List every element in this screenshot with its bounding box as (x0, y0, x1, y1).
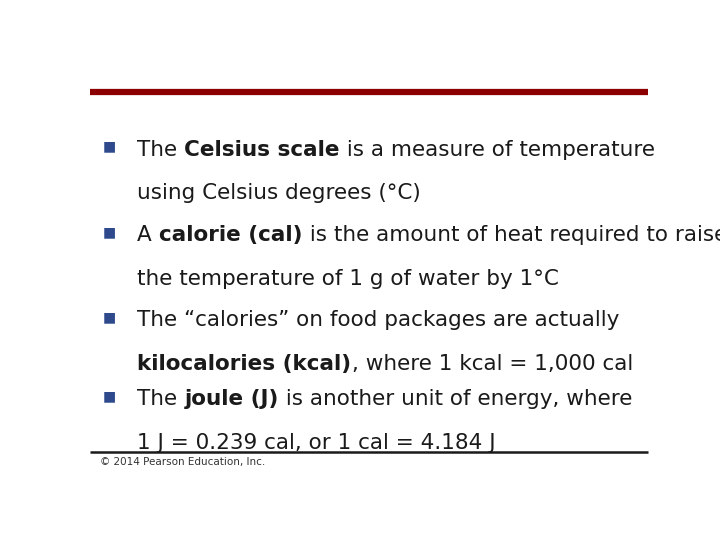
Text: Celsius scale: Celsius scale (184, 140, 340, 160)
Text: A: A (138, 225, 159, 245)
Text: ■: ■ (102, 310, 115, 324)
Text: © 2014 Pearson Education, Inc.: © 2014 Pearson Education, Inc. (100, 457, 265, 467)
Text: is another unit of energy, where: is another unit of energy, where (279, 389, 632, 409)
Text: , where 1 kcal = 1,000 cal: , where 1 kcal = 1,000 cal (351, 354, 633, 374)
Text: ■: ■ (102, 225, 115, 239)
Text: The “calories” on food packages are actually: The “calories” on food packages are actu… (138, 310, 620, 330)
Text: ■: ■ (102, 140, 115, 154)
Text: The: The (138, 389, 184, 409)
Text: joule (J): joule (J) (184, 389, 279, 409)
Text: ■: ■ (102, 389, 115, 403)
Text: The: The (138, 140, 184, 160)
Text: is the amount of heat required to raise: is the amount of heat required to raise (302, 225, 720, 245)
Text: is a measure of temperature: is a measure of temperature (340, 140, 655, 160)
Text: the temperature of 1 g of water by 1°C: the temperature of 1 g of water by 1°C (138, 268, 559, 288)
Text: 1 J = 0.239 cal, or 1 cal = 4.184 J: 1 J = 0.239 cal, or 1 cal = 4.184 J (138, 433, 496, 453)
Text: using Celsius degrees (°C): using Celsius degrees (°C) (138, 183, 421, 203)
Text: kilocalories (kcal): kilocalories (kcal) (138, 354, 351, 374)
Text: calorie (cal): calorie (cal) (159, 225, 302, 245)
